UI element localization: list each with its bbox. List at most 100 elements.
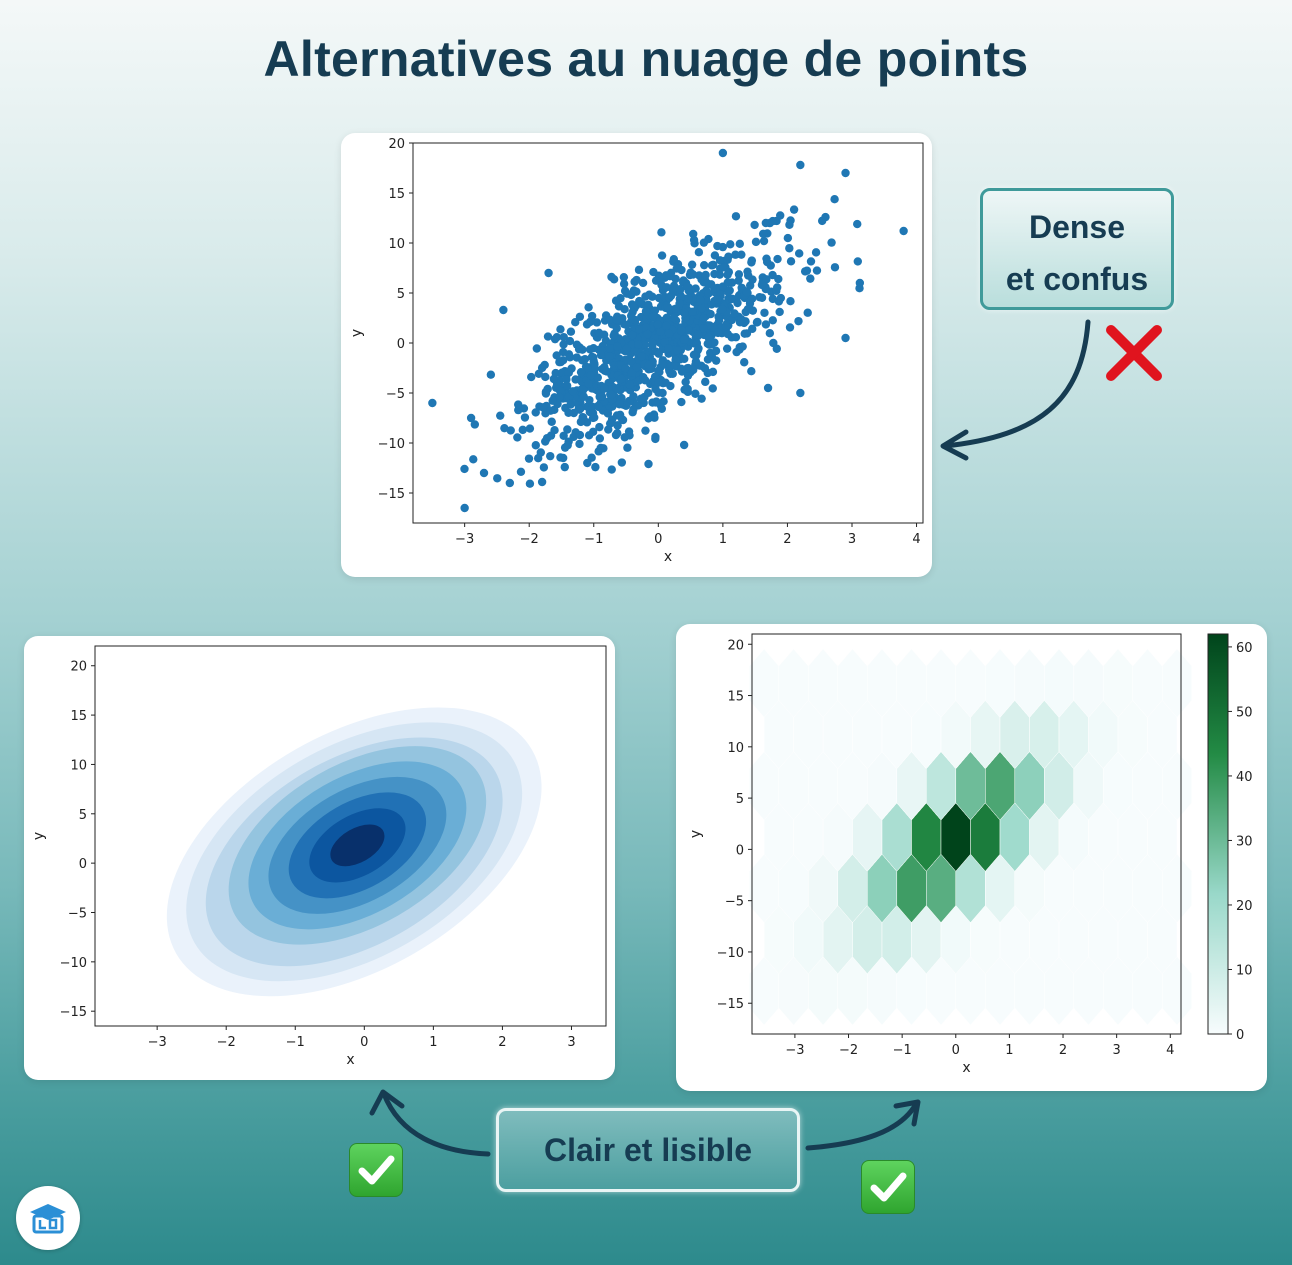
scatter-point xyxy=(620,433,629,442)
scatter-point xyxy=(600,384,609,393)
kde-contours xyxy=(166,707,542,997)
scatter-point xyxy=(717,305,727,314)
scatter-point xyxy=(559,431,568,440)
y-tick-label: −10 xyxy=(60,956,87,971)
scatter-point xyxy=(590,413,599,422)
x-tick-label: −1 xyxy=(584,532,603,547)
scatter-point xyxy=(713,295,722,304)
scatter-point xyxy=(657,228,666,237)
scatter-point xyxy=(785,323,795,332)
x-tick-label: 2 xyxy=(783,532,791,547)
scatter-point xyxy=(538,403,548,412)
scatter-point xyxy=(806,274,815,283)
scatter-point xyxy=(531,441,540,450)
scatter-point xyxy=(627,368,637,377)
y-axis-label: y xyxy=(31,832,47,840)
scatter-point xyxy=(541,437,550,446)
scatter-point xyxy=(811,248,821,257)
scatter-point xyxy=(806,257,816,266)
scatter-point xyxy=(737,315,746,324)
scatter-point xyxy=(585,345,595,354)
scatter-points xyxy=(428,148,908,513)
scatter-point xyxy=(687,260,697,269)
scatter-point xyxy=(760,308,769,317)
scatter-point xyxy=(661,271,671,280)
scatter-point xyxy=(584,303,593,312)
x-axis-label: x xyxy=(346,1052,354,1068)
y-tick-label: −5 xyxy=(386,387,405,402)
scatter-point xyxy=(841,168,850,178)
scatter-point xyxy=(654,378,663,387)
scatter-point xyxy=(688,270,698,279)
scatter-point xyxy=(615,400,624,409)
scatter-point xyxy=(680,385,689,394)
scatter-point xyxy=(486,370,496,379)
scatter-point xyxy=(582,320,592,329)
y-tick-label: −10 xyxy=(378,437,405,452)
scatter-point xyxy=(537,477,547,487)
scatter-point xyxy=(575,439,584,449)
scatter-point xyxy=(559,340,568,349)
scatter-point xyxy=(672,264,681,273)
scatter-point xyxy=(700,364,710,373)
scatter-point xyxy=(684,294,693,303)
scatter-point xyxy=(649,267,658,277)
scatter-point xyxy=(580,354,590,364)
scatter-point xyxy=(645,290,654,299)
scatter-point xyxy=(594,328,604,338)
check-mark-icon xyxy=(861,1160,915,1214)
scatter-point xyxy=(627,357,636,367)
y-tick-label: −15 xyxy=(717,997,744,1012)
y-tick-label: 20 xyxy=(727,638,744,653)
scatter-point xyxy=(789,205,799,214)
scatter-point xyxy=(599,444,608,453)
scatter-point xyxy=(677,397,686,407)
scatter-point xyxy=(597,392,607,401)
scatter-point xyxy=(644,459,653,469)
scatter-point xyxy=(516,467,526,476)
scatter-point xyxy=(718,148,728,158)
scatter-point xyxy=(648,312,658,321)
scatter-point xyxy=(726,240,735,249)
scatter-point xyxy=(579,392,588,401)
scatter-point xyxy=(466,413,476,423)
scatter-point xyxy=(640,340,649,349)
scatter-point xyxy=(786,297,795,306)
scatter-point xyxy=(563,441,572,450)
scatter-point xyxy=(773,254,782,264)
scatter-point xyxy=(691,357,701,366)
x-tick-label: 3 xyxy=(1113,1043,1121,1058)
scatter-point xyxy=(596,350,606,360)
scatter-point xyxy=(740,358,749,367)
scatter-point xyxy=(711,346,721,356)
logo-icon xyxy=(16,1186,80,1250)
scatter-point xyxy=(694,344,703,353)
scatter-point xyxy=(546,451,555,461)
scatter-point xyxy=(757,280,767,290)
scatter-point xyxy=(470,420,480,429)
arrow-to-scatter xyxy=(942,319,1091,449)
scatter-point xyxy=(757,293,767,302)
scatter-point xyxy=(609,331,618,340)
scatter-point xyxy=(628,330,637,340)
y-axis-label: y xyxy=(349,329,365,337)
scatter-point xyxy=(697,394,706,403)
scatter-point xyxy=(796,160,805,170)
colorbar-tick-label: 60 xyxy=(1236,641,1253,656)
scatter-point xyxy=(575,312,585,321)
y-tick-label: −10 xyxy=(717,946,744,961)
scatter-point xyxy=(651,432,660,442)
scatter-point xyxy=(730,309,739,318)
y-tick-label: 0 xyxy=(79,857,87,872)
scatter-point xyxy=(552,351,561,360)
scatter-point xyxy=(609,275,619,284)
arrow-to-hexbin xyxy=(805,1101,919,1151)
scatter-point xyxy=(635,296,644,306)
scatter-point xyxy=(677,364,686,374)
y-tick-label: 10 xyxy=(727,741,744,756)
scatter-point xyxy=(567,399,576,408)
scatter-point xyxy=(669,313,679,323)
scatter-point xyxy=(643,388,653,398)
scatter-point xyxy=(671,304,680,313)
scatter-point xyxy=(699,238,709,247)
